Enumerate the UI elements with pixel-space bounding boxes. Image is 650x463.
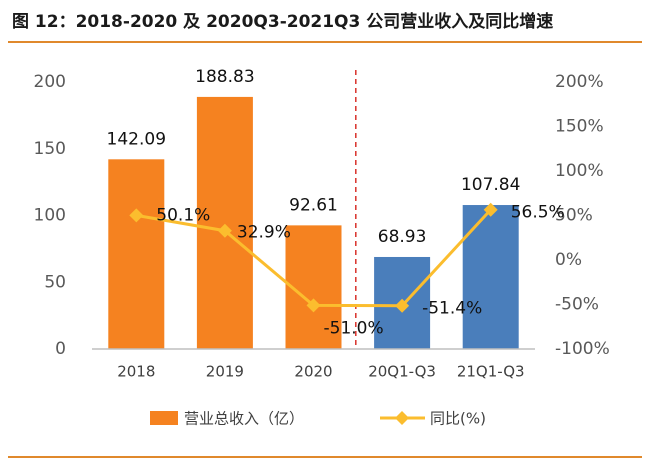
line-marker (129, 208, 144, 223)
line-marker (483, 202, 498, 217)
bar-value-label: 68.93 (378, 227, 427, 247)
y2-tick-label: 200% (555, 72, 604, 92)
y2-tick-label: 0% (555, 250, 582, 270)
y-tick-label: 150 (34, 139, 66, 159)
bar-value-label: 142.09 (107, 129, 166, 149)
y-tick-label: 50 (44, 272, 66, 292)
legend-label: 营业总收入（亿） (184, 410, 304, 428)
bar-value-label: 188.83 (195, 67, 254, 87)
bar-value-label: 92.61 (289, 195, 338, 215)
legend-label: 同比(%) (430, 410, 486, 428)
x-tick-label: 2020 (294, 363, 332, 381)
line-marker (395, 298, 410, 313)
y-tick-label: 0 (55, 339, 66, 359)
bar-value-label: 107.84 (461, 175, 520, 195)
line-value-label: -51.4% (422, 299, 482, 319)
line-value-label: 50.1% (156, 205, 210, 225)
chart-title: 图 12：2018-2020 及 2020Q3-2021Q3 公司营业收入及同比… (12, 11, 553, 32)
line-value-label: -51.0% (324, 318, 384, 338)
bar (196, 96, 253, 349)
y2-tick-label: 50% (555, 206, 593, 226)
y-tick-label: 100 (34, 206, 66, 226)
line-value-label: 32.9% (237, 223, 291, 243)
bar (462, 205, 519, 349)
line-marker (306, 298, 321, 313)
y-tick-label: 200 (34, 72, 66, 92)
legend-marker (395, 411, 409, 425)
y2-tick-label: 150% (555, 117, 604, 137)
y2-tick-label: -50% (555, 295, 599, 315)
x-tick-label: 2018 (117, 363, 155, 381)
line-value-label: 56.5% (511, 203, 565, 223)
bar (285, 225, 342, 349)
y2-tick-label: -100% (555, 339, 610, 359)
x-tick-label: 21Q1-Q3 (457, 363, 525, 381)
y2-tick-label: 100% (555, 161, 604, 181)
legend-swatch (150, 411, 178, 425)
x-tick-label: 2019 (206, 363, 244, 381)
x-tick-label: 20Q1-Q3 (368, 363, 436, 381)
bar (108, 159, 165, 349)
line-marker (217, 223, 232, 238)
